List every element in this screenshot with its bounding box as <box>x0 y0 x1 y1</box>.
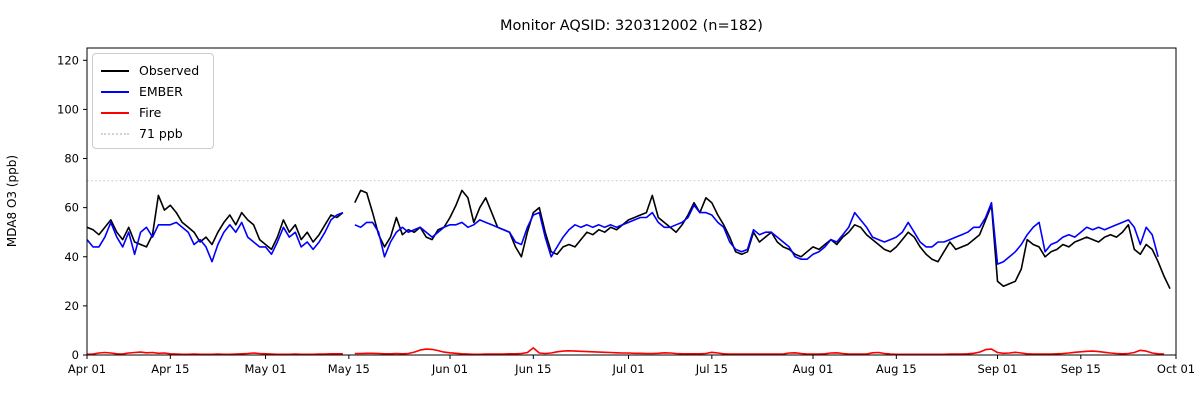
y-tick-label: 0 <box>72 348 79 362</box>
legend-item-threshold: 71 ppb <box>93 123 213 144</box>
y-tick-label: 120 <box>57 53 79 67</box>
x-tick-label: Jun 01 <box>431 362 468 376</box>
legend: Observed EMBER Fire 71 ppb <box>92 53 214 149</box>
x-tick-label: Jul 15 <box>695 362 728 376</box>
x-tick-label: Sep 15 <box>1061 362 1101 376</box>
y-tick-label: 20 <box>64 299 79 313</box>
legend-item-fire: Fire <box>93 102 213 123</box>
legend-label-threshold: 71 ppb <box>139 126 183 141</box>
axes-frame <box>86 47 1177 356</box>
fire-line <box>86 351 343 356</box>
chart-title: Monitor AQSID: 320312002 (n=182) <box>500 18 763 34</box>
observed-line <box>86 194 344 251</box>
x-tick-label: May 15 <box>328 362 370 376</box>
y-tick-label: 60 <box>64 201 79 215</box>
x-tick-label: Aug 01 <box>793 362 834 376</box>
legend-label-fire: Fire <box>139 105 162 120</box>
x-tick-label: Apr 01 <box>68 362 106 376</box>
legend-label-ember: EMBER <box>139 84 183 99</box>
fire-line <box>354 347 1165 356</box>
x-tick-label: May 01 <box>244 362 286 376</box>
x-tick-label: Jun 15 <box>514 362 551 376</box>
y-tick-label: 40 <box>64 250 79 264</box>
ember-line <box>354 201 1159 265</box>
x-tick-label: Aug 15 <box>876 362 917 376</box>
legend-item-ember: EMBER <box>93 81 213 102</box>
x-tick-label: Sep 01 <box>977 362 1017 376</box>
ember-line-swatch <box>101 90 129 93</box>
x-tick-label: Oct 01 <box>1157 362 1195 376</box>
legend-label-observed: Observed <box>139 63 200 78</box>
observed-line-swatch <box>101 69 129 72</box>
y-tick-label: 100 <box>57 102 79 116</box>
legend-item-observed: Observed <box>93 60 213 81</box>
x-tick-label: Apr 15 <box>151 362 189 376</box>
y-tick-label: 80 <box>64 152 79 166</box>
x-tick-label: Jul 01 <box>611 362 644 376</box>
fire-line-swatch <box>101 111 129 114</box>
ember-line <box>86 211 344 263</box>
threshold-line-swatch <box>101 132 129 135</box>
observed-line <box>354 189 1171 290</box>
